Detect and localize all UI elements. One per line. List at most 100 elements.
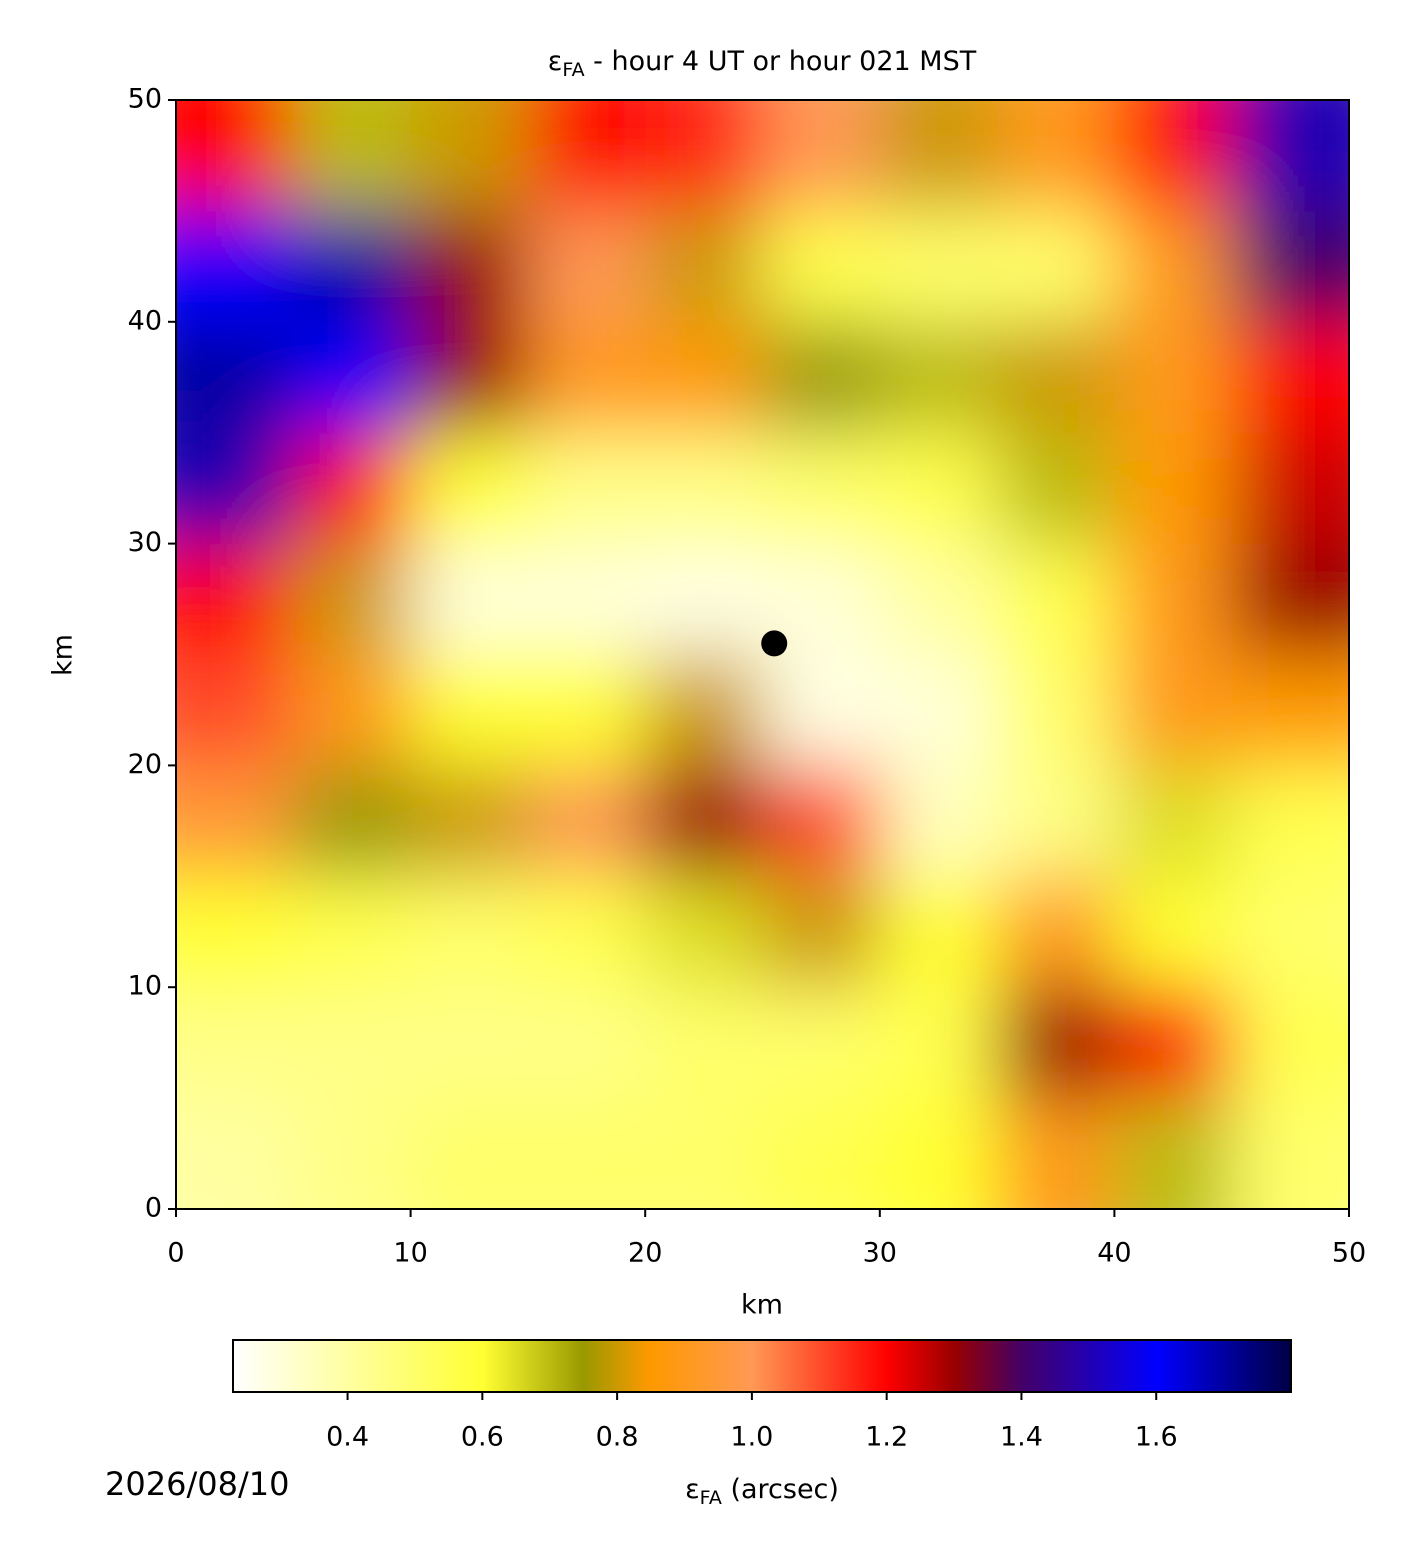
heatmap [176,100,1349,1209]
heatmap-cell [1231,210,1349,323]
heatmap-cell [645,432,763,545]
heatmap-cell [1114,321,1233,434]
x-tick-label: 20 [628,1238,662,1269]
heatmap-cell [1231,543,1349,655]
heatmap-cell [293,876,412,988]
heatmap-cell [176,321,294,434]
x-tick-label: 30 [863,1238,897,1269]
heatmap-cell [293,210,412,323]
heatmap-cell [176,654,294,766]
heatmap-cell [293,543,412,655]
heatmap-cell [1231,321,1349,434]
heatmap-cell [410,1098,529,1209]
heatmap-cell [410,321,529,434]
heatmap-cell [997,654,1115,766]
heatmap-cell [527,210,646,323]
heatmap-cell [762,210,881,323]
heatmap-cell [762,432,881,545]
heatmap-cell [293,987,412,1099]
heatmap-cell [645,987,763,1099]
heatmap-cell [1114,543,1233,655]
heatmap-cell [176,876,294,988]
heatmap-cell [879,987,998,1099]
heatmap-cell [1114,876,1233,988]
heatmap-cell [293,1098,412,1209]
heatmap-cell [1231,654,1349,766]
heatmap-cell [527,876,646,988]
x-tick-label: 50 [1332,1238,1366,1269]
heatmap-cell [176,765,294,877]
heatmap-cell [527,654,646,766]
heatmap-cell [410,543,529,655]
y-tick-label: 0 [145,1193,162,1224]
heatmap-cell [410,432,529,545]
heatmap-cell [997,210,1115,323]
heatmap-cell [997,1098,1115,1209]
heatmap-cell [527,1098,646,1209]
heatmap-cell [176,987,294,1099]
y-tick-label: 20 [128,749,162,780]
plot-frame [175,99,1350,1210]
heatmap-cell [997,765,1115,877]
heatmap-cell [762,654,881,766]
heatmap-cell [527,987,646,1099]
y-axis-label: km [48,634,79,676]
heatmap-cell [645,1098,763,1209]
heatmap-cell [410,100,529,212]
heatmap-cell [879,1098,998,1209]
heatmap-cell [410,765,529,877]
heatmap-cell [879,100,998,212]
heatmap-cell [645,100,763,212]
y-tick-label: 30 [128,527,162,558]
heatmap-cell [1231,100,1349,212]
heatmap-cell [645,876,763,988]
heatmap-cell [176,543,294,655]
heatmap-cell [645,210,763,323]
heatmap-cell [1231,987,1349,1099]
heatmap-cell [293,654,412,766]
heatmap-cell [293,321,412,434]
colorbar-tick-label: 1.0 [730,1422,773,1453]
heatmap-cell [293,432,412,545]
colorbar-tick-label: 1.6 [1135,1422,1178,1453]
date-label: 2026/08/10 [105,1465,289,1503]
heatmap-cell [1114,210,1233,323]
colorbar [232,1339,1292,1393]
title-symbol: ε [548,46,563,77]
heatmap-cell [762,100,881,212]
colorbar-tick-label: 0.6 [461,1422,504,1453]
colorbar-tick-label: 1.2 [865,1422,908,1453]
heatmap-cell [293,100,412,212]
y-tick-label: 40 [128,305,162,336]
heatmap-cell [1114,987,1233,1099]
colorbar-label-subscript: FA [700,1487,722,1509]
colorbar-label-text: (arcsec) [722,1474,839,1505]
heatmap-cell [997,100,1115,212]
heatmap-cell [762,1098,881,1209]
heatmap-cell [879,321,998,434]
y-tick-label: 50 [128,84,162,115]
heatmap-cell [1231,765,1349,877]
x-axis-label: km [741,1290,783,1321]
heatmap-cells [176,100,1349,1209]
heatmap-cell [1114,654,1233,766]
heatmap-cell [879,654,998,766]
chart-title: εFA - hour 4 UT or hour 021 MST [548,46,977,81]
title-text: - hour 4 UT or hour 021 MST [585,46,977,77]
heatmap-cell [762,765,881,877]
x-tick-label: 40 [1097,1238,1131,1269]
heatmap-cell [997,876,1115,988]
heatmap-cell [527,321,646,434]
title-subscript: FA [562,59,584,81]
heatmap-cell [527,100,646,212]
heatmap-cell [176,210,294,323]
heatmap-cell [410,876,529,988]
heatmap-cell [762,987,881,1099]
heatmap-cell [762,321,881,434]
heatmap-cell [410,654,529,766]
heatmap-cell [1231,876,1349,988]
heatmap-cell [527,765,646,877]
heatmap-cell [410,987,529,1099]
heatmap-cell [176,1098,294,1209]
